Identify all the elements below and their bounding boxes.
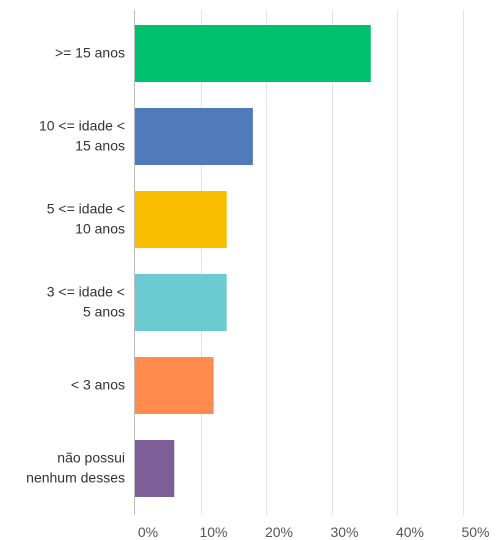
bar [135,191,227,248]
x-axis-ticks: 0% 10% 20% 30% 40% 50% [138,524,490,540]
tick-label: 10% [199,524,227,540]
category-label-line: 5 anos [83,303,125,319]
category-label: 10 <= idade < 15 anos [39,117,125,153]
category-label: >= 15 anos [55,44,125,60]
category-label-line: nenhum desses [26,469,125,485]
category-label-line: não possui [57,449,125,465]
bar [135,357,214,414]
bar [135,440,175,497]
category-label: não possui nenhum desses [26,449,125,485]
category-label-line: 10 <= idade < [39,117,125,133]
category-label: 5 <= idade < 10 anos [47,200,125,236]
tick-label: 0% [138,524,158,540]
category-label-line: 3 <= idade < [47,283,125,299]
grid-layer [134,10,464,515]
category-label-line: 15 anos [75,137,125,153]
category-label-line: 5 <= idade < [47,200,125,216]
category-label-line: 10 anos [75,220,125,236]
tick-label: 50% [461,524,489,540]
tick-label: 30% [330,524,358,540]
category-labels: >= 15 anos 10 <= idade < 15 anos 5 <= idade… [26,44,125,485]
bar [135,108,253,165]
bar [135,274,227,331]
category-label-line: >= 15 anos [55,44,125,60]
category-label-line: < 3 anos [71,376,125,392]
category-label: 3 <= idade < 5 anos [47,283,125,319]
tick-label: 20% [265,524,293,540]
tick-label: 40% [396,524,424,540]
bars-layer [135,25,371,497]
bar [135,25,371,82]
category-label: < 3 anos [71,376,125,392]
